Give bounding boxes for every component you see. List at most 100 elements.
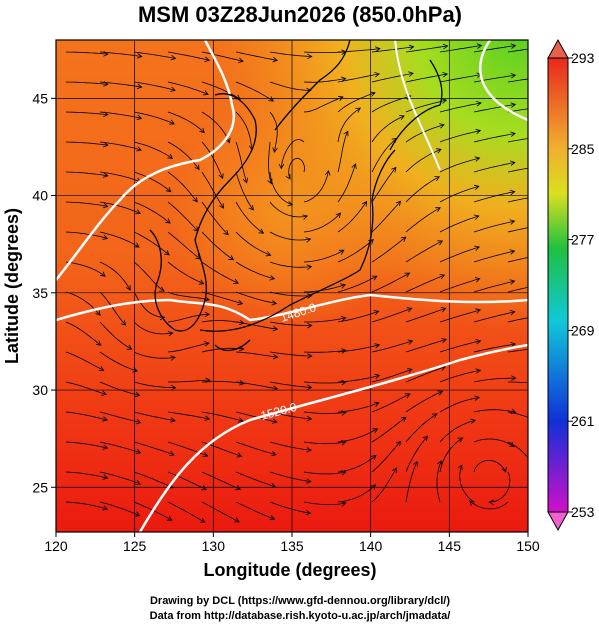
streamline-arrow — [126, 344, 133, 350]
streamline — [133, 141, 173, 159]
streamline — [439, 369, 481, 383]
streamline — [99, 141, 142, 151]
streamline — [473, 220, 515, 233]
streamline — [507, 138, 528, 143]
streamline — [473, 191, 515, 203]
streamline — [303, 411, 346, 414]
streamline — [507, 441, 528, 459]
streamline-arrow — [338, 249, 345, 255]
streamline — [405, 99, 447, 113]
streamline — [201, 501, 240, 523]
streamline-arrow — [408, 44, 415, 51]
streamline — [371, 115, 405, 143]
streamline — [201, 471, 241, 490]
streamline — [269, 291, 312, 297]
streamline — [133, 81, 176, 91]
streamline-arrow — [136, 114, 143, 121]
streamline — [167, 201, 199, 232]
streamline-arrow — [400, 416, 407, 422]
streamline — [133, 261, 165, 292]
streamline — [337, 402, 379, 413]
streamline-arrow — [248, 205, 254, 211]
y-axis-label: Latitude (degrees) — [2, 208, 22, 364]
streamline — [371, 46, 414, 53]
streamline-arrow — [201, 485, 207, 491]
streamline — [337, 201, 367, 233]
streamline-arrow — [510, 43, 517, 49]
streamline — [507, 197, 528, 203]
streamline — [269, 471, 311, 482]
streamline-arrow — [361, 200, 368, 207]
streamline — [133, 471, 174, 489]
streamline-arrow — [133, 242, 140, 248]
streamline — [371, 201, 401, 233]
x-tick-label: 140 — [359, 538, 383, 554]
streamline — [167, 501, 205, 523]
streamline — [303, 96, 344, 113]
streamline-arrow — [509, 310, 516, 316]
streamline-arrow — [545, 45, 550, 50]
streamline-arrow — [307, 353, 313, 359]
streamline — [507, 257, 528, 263]
streamline-arrow — [509, 189, 516, 196]
streamline — [133, 291, 165, 318]
streamline — [405, 413, 438, 443]
streamline — [489, 471, 511, 503]
streamline — [235, 171, 254, 211]
streamline-arrow — [375, 46, 381, 52]
streamline-arrow — [355, 107, 362, 113]
streamline — [473, 162, 515, 173]
streamline — [473, 104, 516, 113]
streamline — [337, 455, 377, 473]
streamline — [405, 461, 418, 503]
streamline-arrow — [391, 467, 397, 474]
title: MSM 03Z28Jun2026 (850.0hPa) — [138, 2, 462, 27]
streamline — [99, 51, 142, 57]
streamline-arrow — [225, 137, 231, 144]
streamline-arrow — [235, 94, 241, 100]
streamline-arrow — [204, 341, 210, 347]
streamline — [235, 321, 278, 330]
streamline — [269, 501, 311, 514]
streamline — [99, 231, 140, 248]
contour — [394, 40, 441, 171]
streamline — [337, 163, 356, 203]
streamline-arrow — [270, 482, 277, 489]
streamline — [167, 342, 210, 353]
streamline-arrow — [434, 176, 441, 182]
streamline-arrow — [272, 56, 279, 63]
streamline — [304, 317, 346, 323]
y-tick-label: 35 — [32, 285, 48, 301]
streamline-arrow — [457, 437, 464, 443]
streamline — [507, 286, 528, 293]
contour — [56, 293, 528, 322]
streamline — [473, 250, 515, 263]
streamline — [371, 167, 397, 203]
streamline-arrow — [510, 102, 517, 108]
streamline — [133, 351, 176, 359]
streamline-arrow — [204, 415, 211, 421]
streamline — [507, 167, 528, 173]
streamline — [405, 435, 428, 473]
streamline — [303, 170, 329, 203]
streamline — [469, 500, 509, 510]
streamline — [65, 441, 108, 449]
streamline-arrow — [474, 245, 480, 251]
streamline — [65, 51, 108, 55]
streamline-arrow — [325, 169, 331, 176]
streamline — [133, 201, 171, 224]
streamline — [371, 272, 410, 293]
streamline-arrow — [340, 76, 347, 82]
streamline — [201, 51, 244, 62]
streamline-arrow — [271, 300, 278, 306]
streamline-arrow — [199, 127, 205, 134]
streamline-arrow — [202, 451, 209, 457]
streamline — [201, 81, 241, 100]
streamline-arrow — [198, 279, 205, 285]
streamline — [371, 95, 411, 113]
streamline — [99, 351, 138, 372]
streamline-arrow — [509, 441, 515, 448]
streamline-arrow — [408, 71, 414, 77]
streamline-arrow — [98, 366, 105, 371]
streamline-arrow — [488, 499, 494, 506]
